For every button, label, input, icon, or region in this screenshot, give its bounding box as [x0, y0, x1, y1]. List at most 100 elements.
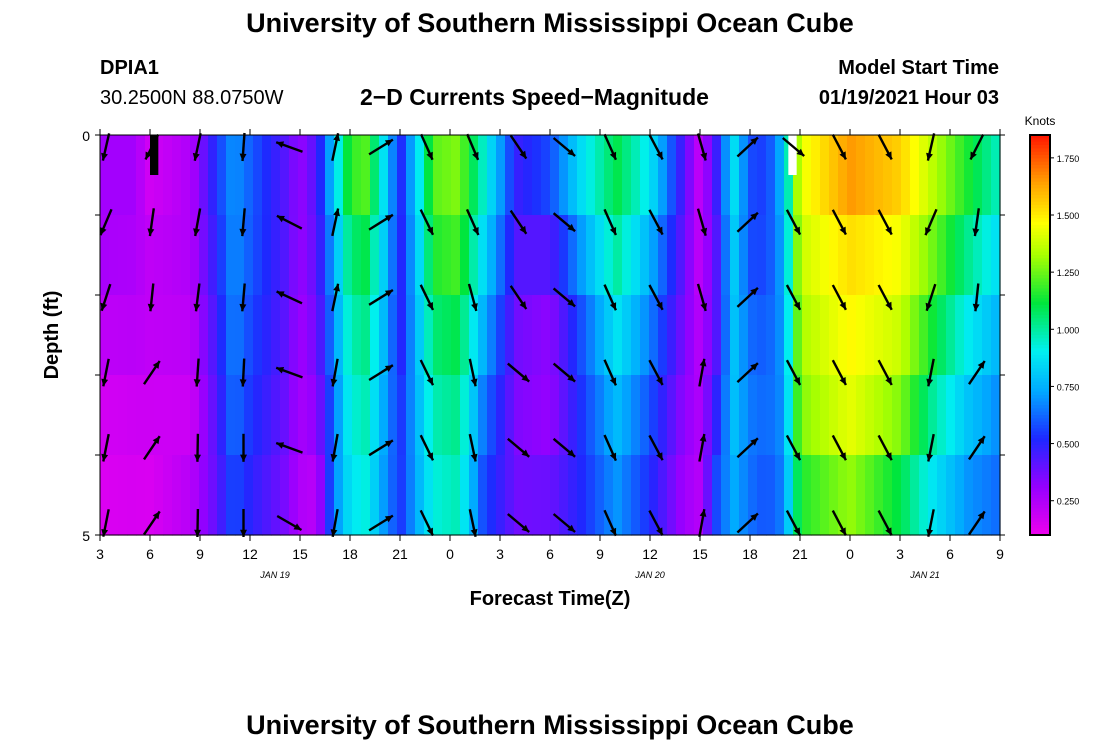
heatmap-cell: [568, 135, 578, 216]
heatmap-cell: [757, 375, 767, 456]
heatmap-cell: [226, 215, 236, 296]
heatmap-cell: [730, 295, 740, 376]
heatmap-cell: [469, 295, 479, 376]
heatmap-cell: [163, 455, 173, 536]
current-vector-arrow: [736, 211, 759, 233]
heatmap-cell: [172, 135, 182, 216]
colorbar-segment: [1030, 188, 1050, 193]
heatmap-cell: [388, 455, 398, 536]
heatmap-cell: [289, 455, 299, 536]
current-vector-arrow: [736, 287, 759, 308]
arrow-head: [426, 452, 433, 461]
arrow-head: [426, 151, 433, 160]
heatmap-cell: [496, 455, 506, 536]
heatmap-cell: [757, 455, 767, 536]
heatmap-cell: [397, 455, 407, 536]
heatmap-cell: [991, 455, 1001, 536]
heatmap-cell: [235, 215, 245, 296]
arrow-head: [656, 527, 663, 536]
arrow-head: [656, 226, 663, 235]
heatmap-cell: [226, 375, 236, 456]
heatmap-cell: [316, 295, 326, 376]
heatmap-cell: [766, 455, 776, 536]
arrow-head: [972, 228, 980, 237]
heatmap-cell: [487, 215, 497, 296]
heatmap-cell: [820, 375, 830, 456]
heatmap-cell: [703, 455, 713, 536]
heatmap-cell: [631, 375, 641, 456]
heatmap-cell: [667, 295, 677, 376]
heatmap-cell: [973, 295, 983, 376]
heatmap-cell: [685, 135, 695, 216]
colorbar-segment: [1030, 215, 1050, 219]
heatmap-cell: [703, 215, 713, 296]
arrow-head: [750, 363, 758, 371]
heatmap-cell: [856, 295, 866, 376]
heatmap-cell: [217, 295, 227, 376]
y-axis: 0 5 Depth (ft): [41, 128, 1005, 544]
current-vector-arrow: [239, 283, 247, 312]
heatmap-cell: [586, 215, 596, 296]
current-vector-arrow: [552, 137, 576, 157]
heatmap-cell: [496, 295, 506, 376]
arrow-head: [839, 452, 846, 461]
heatmap-cell: [532, 215, 542, 296]
current-vector-arrow: [785, 209, 802, 236]
heatmap-cell: [514, 455, 524, 536]
current-vector-arrow: [831, 359, 847, 386]
colorbar-segment: [1030, 255, 1050, 259]
arrow-head: [885, 226, 892, 235]
heatmap-cell: [820, 135, 830, 216]
arrow-head: [750, 438, 758, 446]
colorbar-segment: [1030, 378, 1050, 383]
heatmap-cell: [802, 135, 812, 216]
colorbar-segment: [1030, 451, 1050, 456]
heatmap-cell: [244, 135, 254, 216]
heatmap-cell: [406, 135, 416, 216]
current-vector-arrow: [831, 134, 847, 160]
arrow-head: [276, 141, 285, 148]
heatmap-cell: [280, 375, 290, 456]
current-vector-arrow: [509, 134, 528, 160]
heatmap-cell: [451, 455, 461, 536]
colorbar-segment: [1030, 345, 1050, 349]
heatmap-cell: [865, 375, 875, 456]
heatmap-cell: [955, 215, 965, 296]
y-axis-label: Depth (ft): [41, 291, 63, 380]
heatmap-cell: [928, 215, 938, 296]
heatmap-cell: [442, 375, 452, 456]
heatmap-cell: [532, 455, 542, 536]
colorbar-segment: [1030, 411, 1050, 416]
heatmap-cell: [937, 455, 947, 536]
x-axis: 3 6 9 12 15 18 21 0 3 6 9 12 15 18 21 0 3 6 9 JAN 19 JAN 20 J…: [96, 129, 1004, 610]
arrow-head: [426, 377, 433, 386]
heatmap-cell: [280, 455, 290, 536]
heatmap-cell: [109, 295, 119, 376]
arrow-head: [885, 527, 892, 536]
heatmap-cell: [208, 135, 218, 216]
heatmap-cell: [676, 215, 686, 296]
heatmap-cell: [865, 135, 875, 216]
heatmap-cell: [109, 135, 119, 216]
colorbar-segment: [1030, 498, 1050, 503]
colorbar-tick-label: 0.250: [1057, 497, 1080, 507]
heatmap-cell: [766, 215, 776, 296]
heatmap-cell: [586, 295, 596, 376]
colorbar-tick-label: 1.500: [1057, 211, 1080, 221]
heatmap-cell: [352, 135, 362, 216]
current-vector-arrow: [192, 133, 202, 161]
current-vector-arrow: [968, 435, 986, 461]
heatmap-cell: [757, 295, 767, 376]
heatmap-cell: [199, 295, 209, 376]
heatmap-cell: [811, 295, 821, 376]
heatmap-cell: [631, 215, 641, 296]
colorbar-segment: [1030, 261, 1050, 266]
heatmap-cell: [685, 215, 695, 296]
current-vector-arrow: [785, 510, 802, 536]
arrow-head: [384, 440, 393, 448]
heatmap-cells: [100, 135, 1001, 536]
heatmap-cell: [604, 215, 614, 296]
current-vector-arrow: [507, 362, 530, 383]
current-vector-arrow: [468, 358, 478, 387]
heatmap-cell: [271, 375, 281, 456]
